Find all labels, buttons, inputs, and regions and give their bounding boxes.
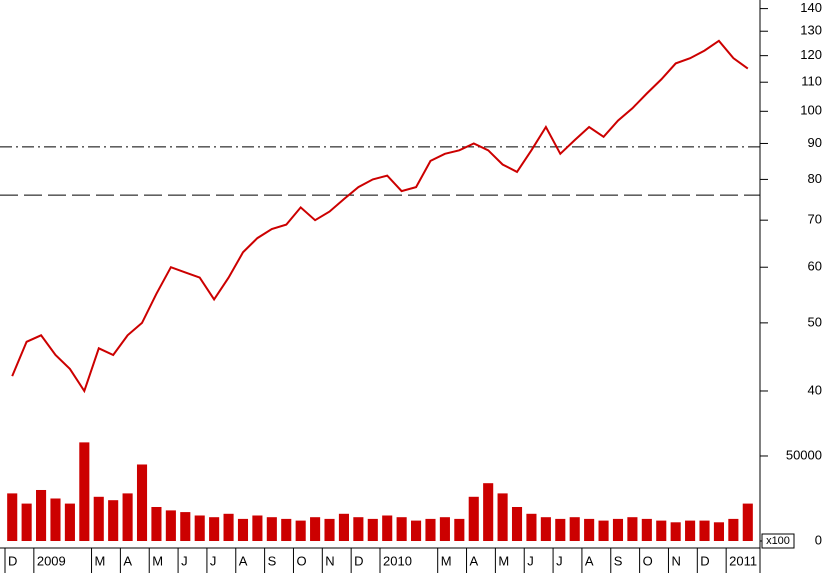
- volume-bar: [180, 512, 191, 541]
- x-tick-label: D: [354, 553, 363, 568]
- y-tick-label: 50: [808, 314, 822, 329]
- volume-bar: [511, 506, 523, 541]
- unit-label: x100: [766, 535, 790, 547]
- volume-bar: [122, 493, 133, 541]
- volume-bar: [425, 518, 436, 541]
- x-tick-label: N: [671, 553, 680, 568]
- volume-bar: [64, 503, 75, 541]
- volume-bar: [151, 506, 162, 541]
- volume-bar: [483, 483, 494, 541]
- volume-bar: [338, 513, 349, 541]
- y-tick-label: 50000: [786, 447, 822, 462]
- x-tick-label: J: [527, 553, 534, 568]
- x-tick-label: N: [325, 553, 334, 568]
- volume-bar: [21, 503, 32, 541]
- x-tick-label: A: [123, 553, 132, 568]
- volume-bar: [598, 520, 609, 541]
- volume-bar: [411, 520, 422, 541]
- volume-bar: [742, 503, 753, 541]
- volume-bar: [93, 496, 104, 541]
- volume-bar: [7, 493, 18, 541]
- volume-bar: [367, 518, 378, 541]
- volume-bar: [699, 520, 710, 541]
- volume-bar: [209, 517, 220, 541]
- x-tick-label: J: [181, 553, 188, 568]
- x-tick-label: J: [556, 553, 563, 568]
- y-tick-label: 0: [815, 532, 822, 547]
- y-tick-label: 100: [800, 103, 822, 118]
- x-tick-label: A: [470, 553, 479, 568]
- y-tick-label: 60: [808, 259, 822, 274]
- volume-bar: [266, 517, 277, 541]
- volume-bar: [439, 517, 450, 541]
- y-tick-label: 110: [801, 74, 822, 89]
- y-tick-label: 40: [808, 382, 822, 397]
- unit-box: [761, 533, 795, 549]
- volume-bar: [656, 520, 667, 541]
- volume-bar: [108, 500, 119, 541]
- volume-bar: [641, 518, 652, 541]
- volume-bar: [713, 522, 724, 541]
- volume-bar: [612, 518, 624, 541]
- y-tick-label: 130: [800, 23, 822, 38]
- volume-bar: [468, 496, 479, 541]
- x-tick-label: 2010: [383, 553, 412, 568]
- x-tick-label: M: [498, 553, 509, 568]
- y-tick-label: 120: [800, 47, 822, 62]
- volume-bar: [540, 517, 551, 541]
- price-line: [11, 39, 749, 394]
- volume-bar: [36, 489, 47, 541]
- volume-bar: [584, 518, 595, 541]
- volume-bar: [223, 513, 234, 541]
- volume-bar: [252, 515, 263, 541]
- volume-bar: [555, 518, 566, 541]
- volume-bar: [237, 518, 249, 541]
- x-tick-label: S: [268, 553, 277, 568]
- x-tick-label: M: [95, 553, 106, 568]
- y-tick-label: 140: [800, 0, 822, 15]
- volume-bar: [79, 442, 90, 541]
- y-tick-label: 80: [808, 171, 822, 186]
- x-tick-label: 2011: [729, 553, 757, 568]
- x-tick-label: A: [585, 553, 594, 568]
- x-tick-label: M: [152, 553, 163, 568]
- y-tick-label: 70: [808, 212, 822, 227]
- volume-bar: [136, 464, 148, 541]
- x-tick-label: D: [8, 553, 17, 568]
- volume-bar: [165, 510, 176, 541]
- x-tick-label: O: [643, 553, 653, 568]
- x-tick-label: A: [239, 553, 248, 568]
- volume-bar: [569, 517, 580, 541]
- y-tick-label: 90: [808, 135, 822, 150]
- volume-bar: [324, 518, 335, 541]
- x-tick-label: O: [296, 553, 306, 568]
- volume-bar: [728, 518, 739, 541]
- x-tick-label: D: [700, 553, 709, 568]
- volume-bar: [670, 522, 681, 541]
- volume-bar: [295, 520, 306, 541]
- volume-bar: [526, 513, 537, 541]
- volume-bar: [454, 518, 465, 541]
- volume-bar: [353, 517, 364, 541]
- volume-bar: [382, 515, 393, 541]
- x-tick-label: J: [210, 553, 217, 568]
- x-tick-label: M: [441, 553, 452, 568]
- volume-bar: [310, 517, 321, 541]
- volume-bar: [50, 498, 61, 541]
- volume-bar: [194, 515, 205, 541]
- volume-bar: [396, 517, 407, 541]
- volume-bar: [627, 517, 638, 541]
- volume-bar: [685, 520, 696, 541]
- volume-bar: [281, 518, 292, 541]
- x-tick-label: S: [614, 553, 623, 568]
- x-tick-label: 2009: [37, 553, 66, 568]
- volume-bar: [497, 493, 508, 541]
